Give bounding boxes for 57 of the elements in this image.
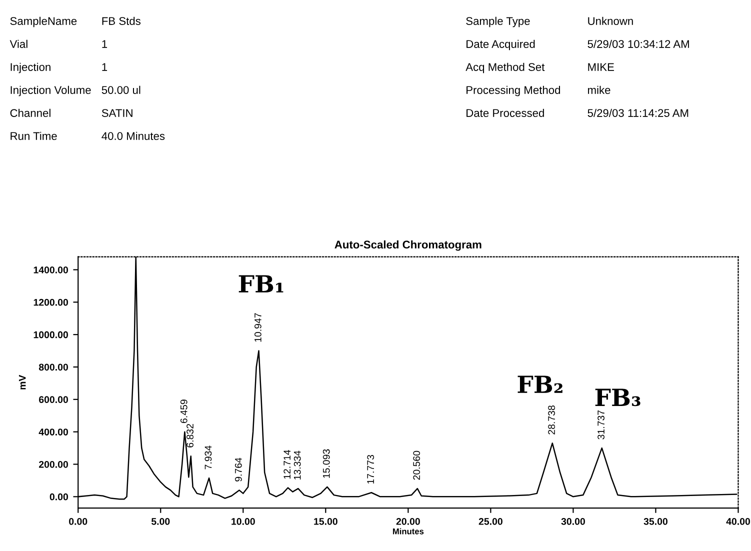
x-tick-label: 30.00	[561, 518, 585, 525]
text: Acq Method Set	[466, 62, 545, 74]
annotation: FB₁	[238, 275, 284, 292]
y-tick-label: 0.00	[50, 493, 68, 500]
y-tick-label: 800.00	[38, 364, 68, 371]
annotation: 15.093	[322, 449, 330, 478]
text: 50.00 ul	[102, 86, 140, 94]
x-tick-label: 20.00	[396, 518, 420, 525]
y-tick-label: 200.00	[38, 460, 68, 468]
text: Sample Type	[466, 16, 530, 28]
x-axis-title: Minutes	[392, 528, 424, 534]
annotation: 31.737	[598, 410, 604, 440]
text: Date Processed	[466, 108, 544, 117]
y-tick-label: 600.00	[39, 396, 68, 404]
x-tick-label: 35.00	[644, 518, 668, 525]
text: 40.0 Minutes	[102, 132, 165, 140]
x-tick-label: 5.00	[151, 518, 170, 525]
y-tick-label: 1200.00	[34, 298, 68, 306]
text: Run Time	[10, 132, 57, 140]
text: SampleName	[10, 16, 77, 28]
text: FB Stds	[102, 16, 140, 25]
text: Injection Volume	[10, 86, 91, 96]
annotation: 9.764	[234, 458, 242, 482]
x-tick-label: 0.00	[69, 518, 88, 525]
text: 5/29/03 10:34:12 AM	[588, 40, 689, 48]
x-tick-label: 15.00	[314, 518, 338, 525]
text: 1	[102, 40, 108, 48]
text: Processing Method	[466, 86, 560, 96]
annotation: 6.459	[180, 400, 188, 424]
y-tick-label: 1400.00	[34, 266, 68, 274]
text: Vial	[10, 40, 28, 48]
y-tick-label: 1000.00	[34, 331, 68, 338]
text: MIKE	[588, 63, 614, 71]
text: SATIN	[102, 109, 132, 117]
text: mike	[588, 86, 610, 94]
text: 1	[102, 63, 108, 71]
annotation: 12.714	[284, 450, 290, 479]
text: 5/29/03 11:14:25 AM	[588, 108, 688, 117]
x-tick-label: 10.00	[232, 518, 255, 525]
chart-title: Auto-Scaled Chromatogram	[334, 240, 482, 251]
annotation: FB₃	[595, 388, 640, 406]
annotation: 6.832	[186, 424, 194, 448]
text: Injection	[10, 62, 50, 74]
annotation: 13.334	[294, 450, 301, 480]
text: Channel	[10, 108, 50, 117]
annotation: 7.934	[204, 446, 212, 470]
annotation: FB₂	[518, 376, 562, 393]
y-tick-label: 400.00	[38, 428, 68, 436]
x-tick-label: 25.00	[478, 518, 502, 525]
annotation: 10.947	[254, 313, 262, 342]
text: Date Acquired	[466, 40, 535, 50]
text: Unknown	[588, 16, 633, 25]
y-axis-title: mV	[18, 374, 26, 390]
annotation: 20.560	[413, 450, 420, 480]
x-tick-label: 40.00	[726, 518, 750, 525]
annotation: 17.773	[367, 454, 374, 484]
annotation: 28.738	[548, 406, 555, 434]
